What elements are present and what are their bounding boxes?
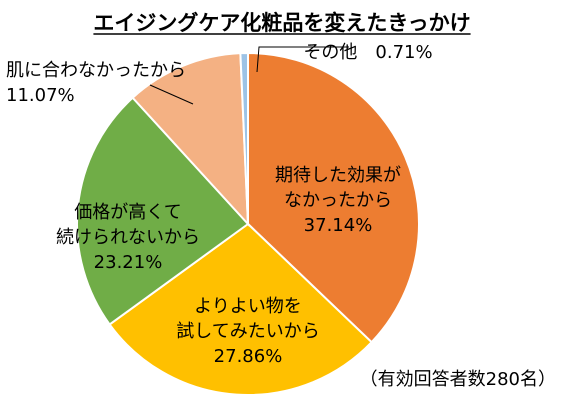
pie-slice-2	[108, 222, 374, 396]
pie-slice-1	[247, 51, 420, 344]
leader-line-4	[149, 84, 194, 105]
pie-slices	[76, 51, 420, 396]
chart-title: エイジングケア化粧品を変えたきっかけ	[93, 11, 470, 35]
slice-label-5: その他 0.71%	[303, 42, 432, 63]
slice-label-3: 価格が高くて続けられないから 23.21%	[56, 202, 200, 273]
pie-slice-3	[76, 96, 250, 326]
pie-slice-4	[131, 52, 250, 227]
respondent-count-note: （有効回答者数280名）	[360, 369, 556, 390]
slice-label-2: よりよい物を試してみたいから 27.86%	[176, 296, 319, 367]
leader-lines	[149, 46, 349, 105]
slice-label-4: 肌に合わなかったから 11.07%	[6, 60, 186, 106]
slice-label-1: 期待した効果がなかったから 37.14%	[275, 165, 401, 236]
leader-line-5	[256, 46, 349, 73]
pie-slice-5	[239, 51, 249, 225]
slice-labels: 期待した効果がなかったから 37.14% よりよい物を試してみたいから 27.86% 価…	[6, 42, 433, 367]
